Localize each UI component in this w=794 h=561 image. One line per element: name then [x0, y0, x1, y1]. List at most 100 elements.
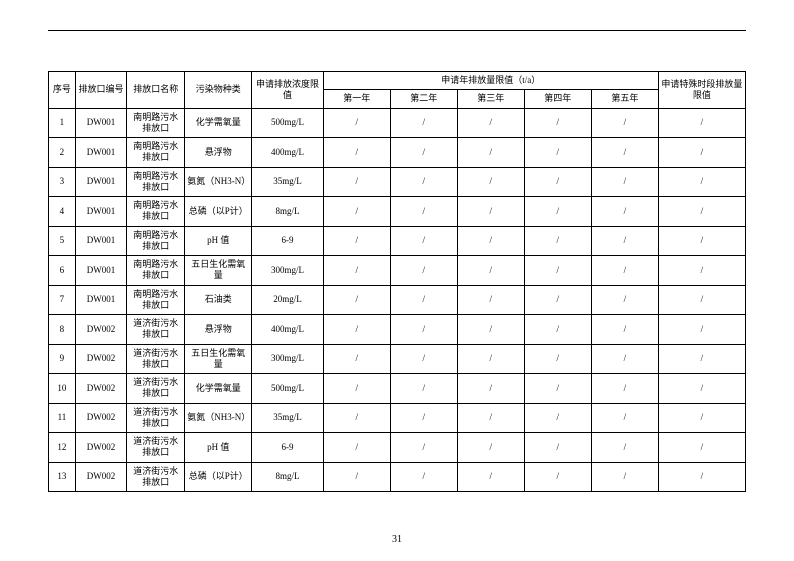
cell-year2: / — [390, 344, 457, 374]
cell-year4: / — [524, 403, 591, 433]
cell-year1: / — [323, 226, 390, 256]
col-year5: 第五年 — [591, 90, 658, 108]
cell-year2: / — [390, 197, 457, 227]
cell-name: 南明路污水排放口 — [127, 226, 185, 256]
cell-year4: / — [524, 197, 591, 227]
cell-year1: / — [323, 344, 390, 374]
table-row: 2DW001南明路污水排放口悬浮物400mg/L////// — [49, 138, 746, 168]
cell-limit: 35mg/L — [252, 167, 323, 197]
cell-seq: 12 — [49, 433, 76, 463]
cell-year5: / — [591, 226, 658, 256]
cell-special: / — [658, 167, 745, 197]
header-row-1: 序号 排放口编号 排放口名称 污染物种类 申请排放浓度限值 申请年排放量限值（t… — [49, 72, 746, 90]
cell-year5: / — [591, 256, 658, 286]
cell-pollutant: 化学需氧量 — [185, 108, 252, 138]
cell-seq: 11 — [49, 403, 76, 433]
cell-name: 南明路污水排放口 — [127, 167, 185, 197]
cell-year5: / — [591, 403, 658, 433]
cell-special: / — [658, 462, 745, 492]
cell-year5: / — [591, 285, 658, 315]
cell-limit: 300mg/L — [252, 344, 323, 374]
cell-year1: / — [323, 315, 390, 345]
cell-year1: / — [323, 403, 390, 433]
cell-year5: / — [591, 433, 658, 463]
cell-year4: / — [524, 226, 591, 256]
cell-name: 南明路污水排放口 — [127, 256, 185, 286]
cell-year2: / — [390, 138, 457, 168]
cell-name: 道济街污水排放口 — [127, 433, 185, 463]
cell-year4: / — [524, 374, 591, 404]
cell-year4: / — [524, 462, 591, 492]
col-annual-group: 申请年排放量限值（t/a） — [323, 72, 658, 90]
cell-limit: 8mg/L — [252, 197, 323, 227]
cell-limit: 400mg/L — [252, 138, 323, 168]
col-year2: 第二年 — [390, 90, 457, 108]
cell-year4: / — [524, 256, 591, 286]
cell-pollutant: pH 值 — [185, 226, 252, 256]
cell-pollutant: 五日生化需氧量 — [185, 256, 252, 286]
cell-year3: / — [457, 138, 524, 168]
cell-name: 南明路污水排放口 — [127, 138, 185, 168]
cell-code: DW001 — [75, 197, 126, 227]
cell-pollutant: 石油类 — [185, 285, 252, 315]
cell-pollutant: 悬浮物 — [185, 315, 252, 345]
cell-special: / — [658, 315, 745, 345]
cell-year3: / — [457, 197, 524, 227]
cell-year5: / — [591, 374, 658, 404]
cell-limit: 400mg/L — [252, 315, 323, 345]
table-row: 5DW001南明路污水排放口pH 值6-9////// — [49, 226, 746, 256]
table-row: 12DW002道济街污水排放口pH 值6-9////// — [49, 433, 746, 463]
top-horizontal-rule — [48, 30, 746, 31]
table-row: 1DW001南明路污水排放口化学需氧量500mg/L////// — [49, 108, 746, 138]
cell-year3: / — [457, 462, 524, 492]
table-header: 序号 排放口编号 排放口名称 污染物种类 申请排放浓度限值 申请年排放量限值（t… — [49, 72, 746, 109]
cell-year4: / — [524, 344, 591, 374]
table-row: 3DW001南明路污水排放口氨氮（NH3-N）35mg/L////// — [49, 167, 746, 197]
cell-seq: 6 — [49, 256, 76, 286]
cell-code: DW002 — [75, 403, 126, 433]
cell-year4: / — [524, 167, 591, 197]
cell-code: DW001 — [75, 226, 126, 256]
cell-year3: / — [457, 315, 524, 345]
cell-year3: / — [457, 344, 524, 374]
cell-special: / — [658, 285, 745, 315]
cell-year4: / — [524, 285, 591, 315]
cell-year1: / — [323, 374, 390, 404]
col-outlet-name: 排放口名称 — [127, 72, 185, 109]
table-row: 11DW002道济街污水排放口氨氮（NH3-N）35mg/L////// — [49, 403, 746, 433]
emissions-table: 序号 排放口编号 排放口名称 污染物种类 申请排放浓度限值 申请年排放量限值（t… — [48, 71, 746, 492]
cell-seq: 13 — [49, 462, 76, 492]
cell-pollutant: 化学需氧量 — [185, 374, 252, 404]
cell-code: DW002 — [75, 462, 126, 492]
cell-limit: 500mg/L — [252, 108, 323, 138]
cell-pollutant: pH 值 — [185, 433, 252, 463]
cell-seq: 10 — [49, 374, 76, 404]
cell-code: DW002 — [75, 433, 126, 463]
document-page: 序号 排放口编号 排放口名称 污染物种类 申请排放浓度限值 申请年排放量限值（t… — [48, 30, 746, 492]
cell-pollutant: 总磷（以P计） — [185, 462, 252, 492]
table-row: 10DW002道济街污水排放口化学需氧量500mg/L////// — [49, 374, 746, 404]
table-row: 7DW001南明路污水排放口石油类20mg/L////// — [49, 285, 746, 315]
cell-limit: 6-9 — [252, 226, 323, 256]
cell-year1: / — [323, 462, 390, 492]
cell-year5: / — [591, 462, 658, 492]
cell-year5: / — [591, 315, 658, 345]
cell-seq: 1 — [49, 108, 76, 138]
table-row: 9DW002道济街污水排放口五日生化需氧量300mg/L////// — [49, 344, 746, 374]
cell-pollutant: 总磷（以P计） — [185, 197, 252, 227]
cell-year3: / — [457, 285, 524, 315]
cell-seq: 3 — [49, 167, 76, 197]
cell-seq: 8 — [49, 315, 76, 345]
col-year4: 第四年 — [524, 90, 591, 108]
cell-seq: 4 — [49, 197, 76, 227]
cell-year1: / — [323, 108, 390, 138]
cell-name: 道济街污水排放口 — [127, 315, 185, 345]
cell-year2: / — [390, 374, 457, 404]
cell-limit: 8mg/L — [252, 462, 323, 492]
table-row: 4DW001南明路污水排放口总磷（以P计）8mg/L////// — [49, 197, 746, 227]
cell-code: DW001 — [75, 138, 126, 168]
cell-special: / — [658, 344, 745, 374]
cell-seq: 2 — [49, 138, 76, 168]
cell-year3: / — [457, 226, 524, 256]
page-number: 31 — [0, 534, 794, 545]
